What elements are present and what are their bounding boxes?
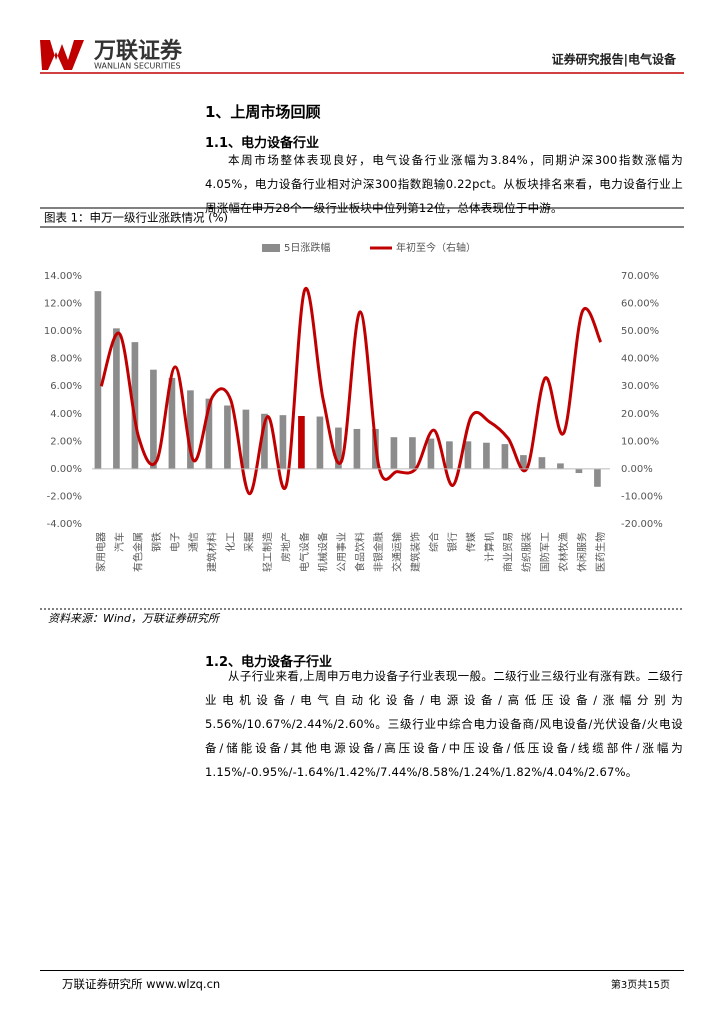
y2-tick-label: 10.00% xyxy=(621,436,659,447)
bar xyxy=(557,463,564,469)
y-tick-label: 4.00% xyxy=(50,409,82,420)
y2-tick-label: 30.00% xyxy=(621,381,659,392)
x-tick-label: 食品饮料 xyxy=(353,532,366,572)
legend-label: 年初至今（右轴） xyxy=(396,241,476,254)
x-tick-label: 建筑装饰 xyxy=(409,532,422,572)
x-tick-label: 化工 xyxy=(224,532,237,552)
report-type: 证券研究报告|电气设备 xyxy=(552,52,677,67)
x-tick-label: 机械设备 xyxy=(316,532,329,572)
bar xyxy=(390,437,398,469)
bar xyxy=(575,468,583,474)
bar xyxy=(150,369,157,469)
footer-left: 万联证券研究所 www.wlzq.cn xyxy=(62,977,221,991)
y2-tick-label: 70.00% xyxy=(621,271,659,282)
x-tick-label: 采掘 xyxy=(242,532,255,552)
x-tick-label: 计算机 xyxy=(483,532,496,562)
y-tick-label: 12.00% xyxy=(44,299,82,310)
bar xyxy=(594,468,601,487)
bar xyxy=(501,444,509,469)
x-tick-label: 有色金属 xyxy=(131,532,144,572)
page-number: 第3页共15页 xyxy=(610,980,670,991)
bar xyxy=(483,442,490,469)
y2-tick-label: -10.00% xyxy=(621,491,663,502)
y2-tick-label: -20.00% xyxy=(621,519,663,530)
bar xyxy=(261,413,268,469)
x-tick-label: 交通运输 xyxy=(390,532,403,572)
x-tick-label: 非银金融 xyxy=(372,532,385,572)
logo-cn: 万联证券 xyxy=(93,38,183,64)
x-tick-label: 商业贸易 xyxy=(501,532,514,572)
bar xyxy=(187,390,194,469)
legend-label: 5日涨跌幅 xyxy=(284,241,330,254)
y-tick-label: -4.00% xyxy=(47,519,82,530)
y-tick-label: -2.00% xyxy=(47,491,82,502)
bar xyxy=(94,291,102,469)
y2-tick-label: 60.00% xyxy=(621,299,659,310)
x-tick-label: 传媒 xyxy=(465,532,477,552)
x-tick-label: 家用电器 xyxy=(94,532,107,572)
section-title: 1、上周市场回顾 xyxy=(205,103,321,121)
y-tick-label: 0.00% xyxy=(50,464,82,475)
y-tick-label: 6.00% xyxy=(50,381,82,392)
chart: 图表 1：申万一级行业涨跌情况 (%) 资料来源：Wind，万联证券研究所 -4… xyxy=(40,207,684,625)
x-tick-label: 轻工制造 xyxy=(261,532,274,572)
x-tick-label: 农林牧渔 xyxy=(557,532,570,572)
x-tick-label: 综合 xyxy=(427,532,440,552)
header: 万联证券 WANLIAN SECURITIES 证券研究报告|电气设备 xyxy=(40,38,684,74)
x-tick-label: 纺织服装 xyxy=(520,532,533,572)
x-tick-label: 通信 xyxy=(188,532,200,552)
bar xyxy=(113,328,120,469)
bar xyxy=(520,455,527,469)
x-tick-label: 银行 xyxy=(446,532,459,552)
bar xyxy=(168,377,176,469)
y2-tick-label: 20.00% xyxy=(621,409,659,420)
line xyxy=(99,286,603,496)
bar xyxy=(427,438,435,469)
section-title: 1.2、电力设备子行业 xyxy=(205,655,333,670)
x-tick-label: 电子 xyxy=(168,532,181,552)
bar xyxy=(538,457,546,469)
y2-tick-label: 40.00% xyxy=(621,354,659,365)
bar xyxy=(464,441,472,469)
bar xyxy=(409,437,416,469)
x-tick-label: 国防军工 xyxy=(538,532,551,572)
source: 资料来源：Wind，万联证券研究所 xyxy=(48,612,221,625)
x-tick-label: 电气设备 xyxy=(298,532,311,572)
x-tick-label: 休闲服务 xyxy=(575,532,588,572)
x-tick-label: 公用事业 xyxy=(335,532,348,572)
bar xyxy=(131,342,139,469)
bar xyxy=(205,398,213,469)
bar xyxy=(446,441,453,469)
y2-tick-label: 50.00% xyxy=(621,326,659,337)
paragraph: 从子行业来看,上周申万电力设备子行业表现一般。二级行业三级行业有涨有跌。二级行业… xyxy=(205,669,683,779)
logo-en: WANLIAN SECURITIES xyxy=(94,62,181,71)
figure-title: 图表 1：申万一级行业涨跌情况 (%) xyxy=(44,211,228,225)
bar xyxy=(316,416,324,469)
section-title: 1.1、电力设备行业 xyxy=(205,136,320,151)
y-tick-label: 14.00% xyxy=(44,271,82,282)
bar xyxy=(224,405,231,469)
x-tick-label: 钢铁 xyxy=(150,532,163,552)
y2-tick-label: 0.00% xyxy=(621,464,653,475)
x-tick-label: 建筑材料 xyxy=(205,532,218,572)
bar xyxy=(353,428,361,469)
x-tick-label: 医药生物 xyxy=(594,532,607,572)
logo-mark xyxy=(40,40,84,70)
y-tick-label: 2.00% xyxy=(50,436,82,447)
x-tick-label: 汽车 xyxy=(113,532,126,552)
y-tick-label: 8.00% xyxy=(50,354,82,365)
bar xyxy=(298,415,305,469)
bar xyxy=(335,427,342,469)
legend-swatch xyxy=(262,244,280,252)
bar xyxy=(279,415,287,469)
y-tick-label: 10.00% xyxy=(44,326,82,337)
footer-rule xyxy=(40,970,684,971)
bar xyxy=(242,409,250,469)
x-tick-label: 房地产 xyxy=(279,532,292,562)
